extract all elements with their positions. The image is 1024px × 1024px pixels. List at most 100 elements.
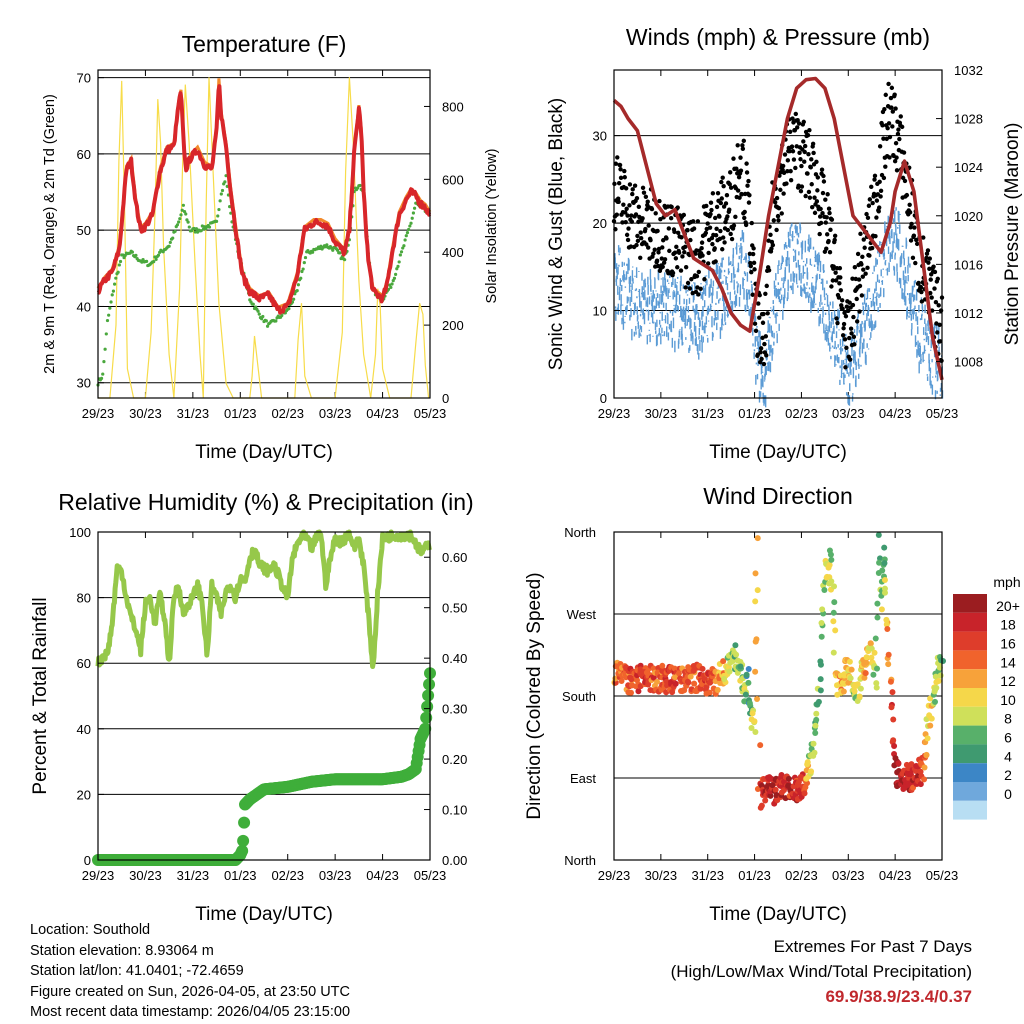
- wind-direction-point: [815, 698, 822, 705]
- sonic-wind-mark: [782, 282, 785, 289]
- sonic-wind-mark: [677, 306, 679, 312]
- sonic-wind-mark: [702, 336, 704, 343]
- gust-point: [801, 139, 806, 144]
- sonic-wind-mark: [619, 247, 621, 253]
- sonic-wind-mark: [637, 314, 639, 320]
- sonic-wind-mark: [795, 273, 798, 283]
- gust-point: [933, 300, 939, 305]
- temperature-y-tick-label: 70: [77, 71, 91, 86]
- sonic-wind-mark: [643, 299, 645, 301]
- sonic-wind-mark: [927, 323, 929, 332]
- gust-point: [702, 277, 707, 282]
- sonic-wind-mark: [697, 344, 699, 355]
- dewpoint-point: [396, 264, 400, 268]
- sonic-wind-mark: [904, 279, 906, 292]
- sonic-wind-mark: [843, 383, 845, 385]
- sonic-wind-mark: [862, 306, 865, 316]
- sonic-wind-mark: [701, 341, 703, 353]
- sonic-wind-mark: [757, 355, 759, 366]
- sonic-wind-mark: [639, 296, 641, 308]
- sonic-wind-mark: [622, 275, 624, 281]
- sonic-wind-mark: [756, 373, 759, 380]
- gust-point: [896, 127, 901, 132]
- sonic-wind-mark: [712, 286, 714, 296]
- gust-point: [820, 190, 826, 196]
- dewpoint-point: [117, 263, 121, 267]
- sonic-wind-mark: [710, 307, 712, 310]
- sonic-wind-mark: [624, 321, 626, 324]
- sonic-wind-mark: [895, 207, 897, 211]
- sonic-wind-mark: [690, 318, 692, 328]
- sonic-wind-mark: [640, 301, 642, 313]
- gust-point: [890, 109, 895, 114]
- sonic-wind-mark: [739, 248, 741, 254]
- sonic-wind-mark: [788, 257, 790, 266]
- sonic-wind-mark: [709, 303, 712, 311]
- sonic-wind-mark: [752, 327, 754, 336]
- sonic-wind-mark: [711, 316, 713, 328]
- gust-point: [718, 200, 724, 206]
- sonic-wind-mark: [688, 297, 691, 304]
- gust-point: [829, 217, 835, 222]
- wind-direction-point: [703, 683, 710, 690]
- sonic-wind-mark: [908, 312, 910, 314]
- sonic-wind-mark: [619, 286, 621, 293]
- sonic-wind-mark: [653, 293, 656, 299]
- sonic-wind-mark: [699, 339, 701, 351]
- sonic-wind-mark: [927, 320, 929, 327]
- wind-direction-point: [885, 651, 892, 658]
- sonic-wind-mark: [740, 242, 742, 249]
- sonic-wind-mark: [738, 245, 740, 247]
- sonic-wind-mark: [696, 304, 698, 315]
- sonic-wind-mark: [833, 325, 835, 334]
- wind-direction-point: [883, 621, 890, 628]
- sonic-wind-mark: [762, 375, 764, 388]
- dewpoint-point: [397, 260, 401, 264]
- sonic-wind-mark: [882, 268, 884, 270]
- sonic-wind-mark: [738, 296, 741, 307]
- sonic-wind-mark: [857, 358, 860, 367]
- wind-direction-point: [817, 687, 824, 694]
- gust-point: [672, 229, 677, 235]
- sonic-wind-mark: [882, 276, 884, 278]
- sonic-wind-mark: [733, 301, 736, 305]
- sonic-wind-mark: [653, 305, 655, 314]
- gust-point: [796, 121, 802, 126]
- gust-point: [703, 230, 709, 236]
- sonic-wind-mark: [910, 313, 913, 321]
- wind-direction-point: [697, 685, 704, 692]
- gust-point: [731, 223, 737, 228]
- dewpoint-point: [145, 259, 149, 263]
- gust-point: [863, 271, 868, 276]
- gust-point: [660, 245, 665, 250]
- sonic-wind-mark: [663, 331, 666, 337]
- temperature-x-tick-label: 29/23: [82, 406, 115, 421]
- gust-point: [833, 278, 839, 283]
- sonic-wind-mark: [908, 315, 910, 318]
- wind-direction-point: [659, 662, 666, 669]
- humidity-title: Relative Humidity (%) & Precipitation (i…: [58, 489, 473, 515]
- gust-point: [749, 220, 754, 226]
- humidity-y-right-tick-label: 0.40: [442, 651, 467, 666]
- sonic-wind-mark: [647, 284, 649, 295]
- sonic-wind-mark: [666, 312, 668, 315]
- sonic-wind-mark: [826, 294, 829, 307]
- sonic-wind-mark: [739, 284, 742, 296]
- gust-point: [936, 303, 941, 308]
- sonic-wind-mark: [750, 280, 753, 283]
- sonic-wind-mark: [650, 293, 652, 295]
- sonic-wind-mark: [639, 325, 641, 330]
- sonic-wind-mark: [820, 281, 823, 284]
- wind-direction-point: [811, 749, 818, 756]
- temperature-y-right-tick-label: 800: [442, 99, 464, 114]
- sonic-wind-mark: [768, 339, 770, 350]
- sonic-wind-mark: [737, 262, 740, 273]
- wind-direction-point: [650, 674, 657, 681]
- humidity-y-right-tick-label: 0.60: [442, 550, 467, 565]
- sonic-wind-mark: [928, 359, 930, 372]
- solar-insolation-line: [98, 77, 430, 399]
- dewpoint-point: [103, 347, 107, 351]
- sonic-wind-mark: [884, 260, 887, 266]
- sonic-wind-mark: [620, 294, 622, 307]
- sonic-wind-mark: [894, 254, 896, 260]
